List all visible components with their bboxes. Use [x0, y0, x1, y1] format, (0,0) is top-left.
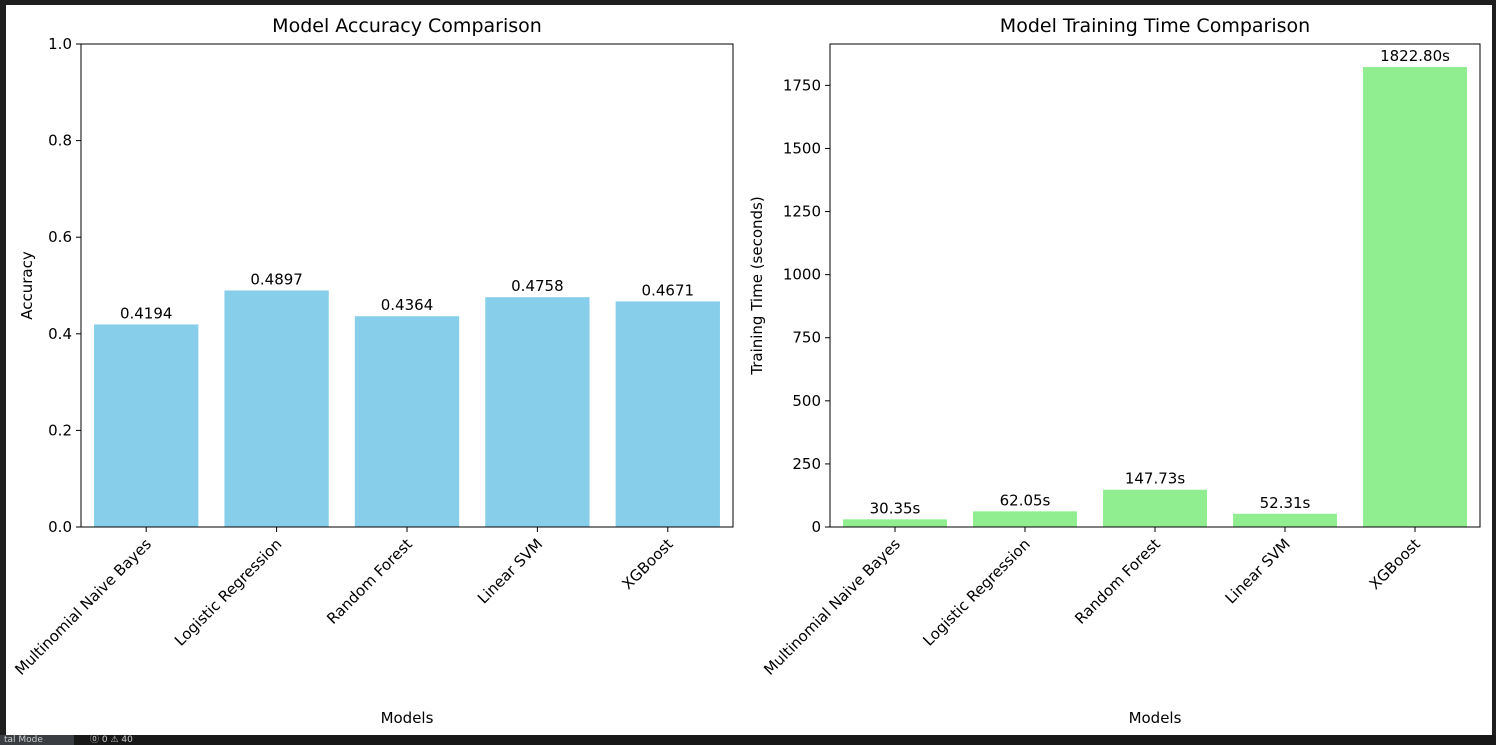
training-time-value-label: 1822.80s: [1380, 47, 1450, 65]
accuracy-axes-frame: [80, 43, 734, 528]
accuracy-y-tick-label: 0.2: [48, 421, 72, 439]
accuracy-value-label: 0.4671: [642, 281, 695, 299]
training-time-bar: [973, 511, 1077, 527]
training-time-chart-title: Model Training Time Comparison: [1000, 15, 1310, 37]
accuracy-y-tick-label: 0.6: [48, 228, 72, 246]
training-time-value-label: 30.35s: [870, 499, 921, 517]
training-time-bar: [843, 519, 947, 527]
accuracy-chart-title: Model Accuracy Comparison: [272, 15, 542, 37]
accuracy-y-tick-label: 0.8: [48, 132, 72, 150]
status-bar: tal Mode ⓪ 0 ⚠ 40: [0, 735, 1496, 745]
accuracy-bar: [224, 290, 329, 527]
accuracy-bar: [485, 297, 590, 527]
training-time-value-label: 147.73s: [1125, 470, 1185, 488]
accuracy-value-label: 0.4364: [381, 296, 434, 314]
accuracy-chart-ylabel: Accuracy: [18, 251, 36, 320]
training-time-y-tick-label: 1750: [783, 76, 821, 94]
training-time-value-label: 52.31s: [1260, 494, 1311, 512]
accuracy-value-label: 0.4897: [250, 270, 303, 288]
accuracy-bar: [94, 324, 199, 527]
training-time-y-tick-label: 1000: [783, 266, 821, 284]
accuracy-value-label: 0.4194: [120, 304, 173, 322]
training-time-y-tick-label: 1250: [783, 203, 821, 221]
accuracy-bar: [615, 301, 720, 527]
training-time-bar: [1103, 489, 1207, 527]
status-mode-label[interactable]: tal Mode: [0, 735, 74, 745]
training-time-axes-frame: [829, 43, 1481, 528]
status-problems-indicator[interactable]: ⓪ 0 ⚠ 40: [90, 735, 133, 745]
training-time-bar: [1233, 513, 1337, 527]
training-time-bar: [1363, 67, 1467, 528]
accuracy-y-tick-label: 0.0: [48, 518, 72, 536]
training-time-value-label: 62.05s: [1000, 491, 1051, 509]
training-time-y-tick-label: 1500: [783, 139, 821, 157]
accuracy-chart-xlabel: Models: [381, 709, 434, 727]
training-time-y-tick-label: 500: [792, 392, 821, 410]
accuracy-value-label: 0.4758: [511, 277, 564, 295]
accuracy-y-tick-label: 1.0: [48, 35, 72, 53]
training-time-chart-ylabel: Training Time (seconds): [748, 196, 766, 375]
training-time-y-tick-label: 0: [811, 518, 821, 536]
accuracy-bar: [354, 316, 460, 527]
training-time-y-tick-label: 750: [792, 329, 821, 347]
training-time-y-tick-label: 250: [792, 455, 821, 473]
accuracy-y-tick-label: 0.4: [48, 325, 72, 343]
training-time-chart-xlabel: Models: [1129, 709, 1182, 727]
